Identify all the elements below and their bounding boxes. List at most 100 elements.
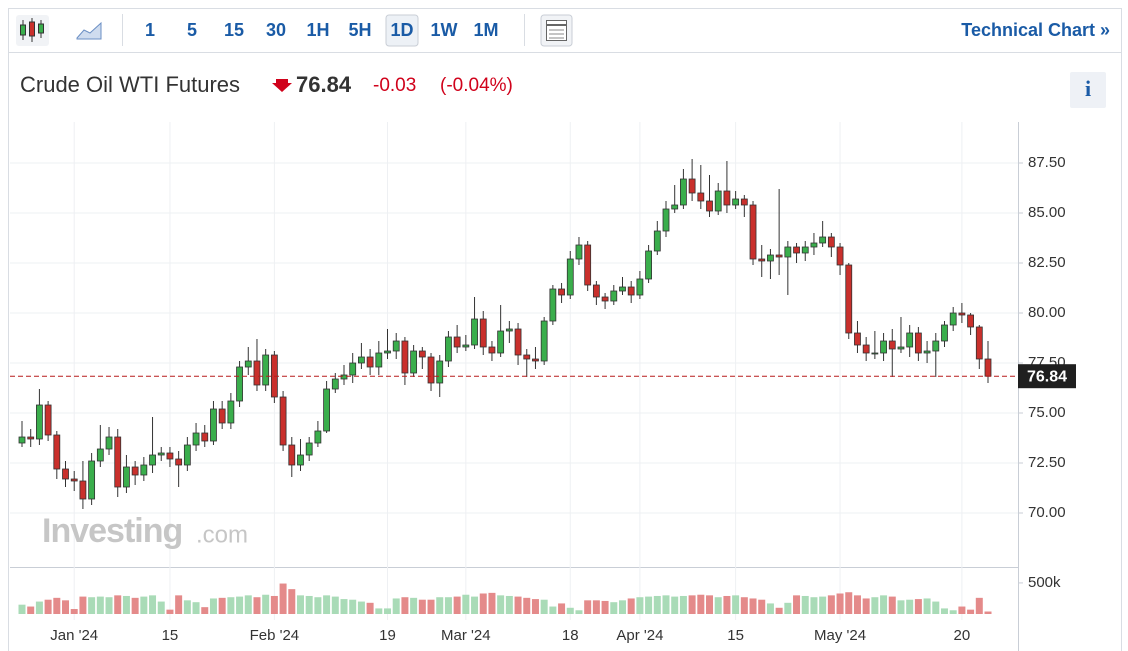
candle-body [767,254,774,262]
candle-body [53,434,61,470]
volume-bar [62,600,70,614]
candle-body [827,236,835,248]
candle-body [401,340,409,374]
volume-bar [340,599,348,614]
volume-bar [479,593,487,614]
volume-bar [366,602,374,614]
y-tick-label: 82.50 [1028,254,1066,271]
volume-bar [44,599,52,614]
candle-body [88,460,96,500]
volume-bar [827,595,835,614]
last-price-box [1018,364,1076,389]
candle-body [627,286,635,296]
price-change-percent: (-0.04%) [440,75,513,96]
candle-body [584,244,592,286]
panel-icon[interactable] [540,14,573,47]
interval-button[interactable]: 5 [187,20,197,40]
volume-bar [514,596,522,614]
candle-body [923,350,931,354]
volume-bar [679,595,687,614]
last-price-label: 76.84 [1027,368,1067,385]
y-tick-label: 72.50 [1028,454,1066,471]
volume-bar [914,599,922,614]
y-tick-label: 80.00 [1028,304,1066,321]
x-tick-label: Apr '24 [616,627,663,644]
candle-body [236,366,243,402]
candle-body [749,204,757,260]
widget-frame [8,8,1122,651]
candle-body [349,362,357,376]
volume-bar [906,599,914,614]
x-tick-label: 18 [562,627,579,644]
volume-bar [575,610,583,614]
volume-bar [105,597,113,614]
candle-body [784,246,792,258]
candle-body [688,178,696,194]
volume-bar [967,609,975,614]
interval-group: 1 5 15 30 1H 5H 1D 1W 1M [145,14,499,47]
volume-bar [801,595,809,614]
volume-bar [323,595,331,614]
interval-button[interactable]: 1W [431,20,458,40]
candle-body [427,356,435,384]
candle-body [732,198,740,206]
volume-bar [88,597,96,614]
candle-body [914,332,922,354]
volume-bar [688,595,696,614]
volume-bar [740,597,748,614]
candle-body [819,236,827,244]
candle-body [967,314,974,328]
volume-bar [218,597,226,614]
volume-bar [53,597,61,614]
interval-button[interactable]: 1M [473,20,498,40]
candle-body [888,340,896,350]
volume-bar [436,597,444,614]
interval-button[interactable]: 15 [224,20,244,40]
candle-body [949,312,957,326]
candle-body [297,454,304,466]
info-button[interactable] [1070,72,1106,108]
candle-body [697,192,705,202]
volume-bar [819,596,827,614]
candle-body [123,466,130,488]
candle-body [880,340,887,354]
volume-bar [401,597,409,614]
interval-button[interactable]: 1H [306,20,329,40]
volume-bar [610,602,618,614]
volume-bar [497,595,505,614]
candle-body [331,378,339,390]
technical-chart-link[interactable]: Technical Chart » [961,20,1110,40]
area-icon[interactable] [76,21,102,40]
interval-button[interactable]: 30 [266,20,286,40]
candles-icon[interactable] [16,15,49,46]
volume-bar [122,595,130,614]
candle-body [566,258,574,296]
volume-bar [975,597,983,614]
volume-bar [375,608,383,614]
last-price: 76.84 [296,72,352,97]
volume-bar [35,601,43,614]
volume-bar [584,600,592,614]
candle-body [836,246,844,266]
selected-interval-bg[interactable] [385,14,419,47]
candle-body [479,318,487,348]
candle-body [714,190,722,212]
volume-bar [749,598,757,614]
volume-bar [627,598,635,614]
info-icon[interactable]: i [1085,76,1091,101]
candle-body [366,356,374,368]
candle-body [671,204,679,210]
volume-bar [96,596,104,614]
candle-body [592,284,600,298]
candle-body [305,442,313,456]
interval-button[interactable]: 5H [348,20,371,40]
volume-bar [662,595,670,614]
candle-body [70,478,78,482]
interval-button[interactable]: 1D [390,20,413,40]
candle-body [471,318,478,346]
volume-bar [270,595,278,614]
interval-button[interactable]: 1 [145,20,155,40]
volume-bar [723,595,731,614]
x-tick-label: 15 [727,627,744,644]
